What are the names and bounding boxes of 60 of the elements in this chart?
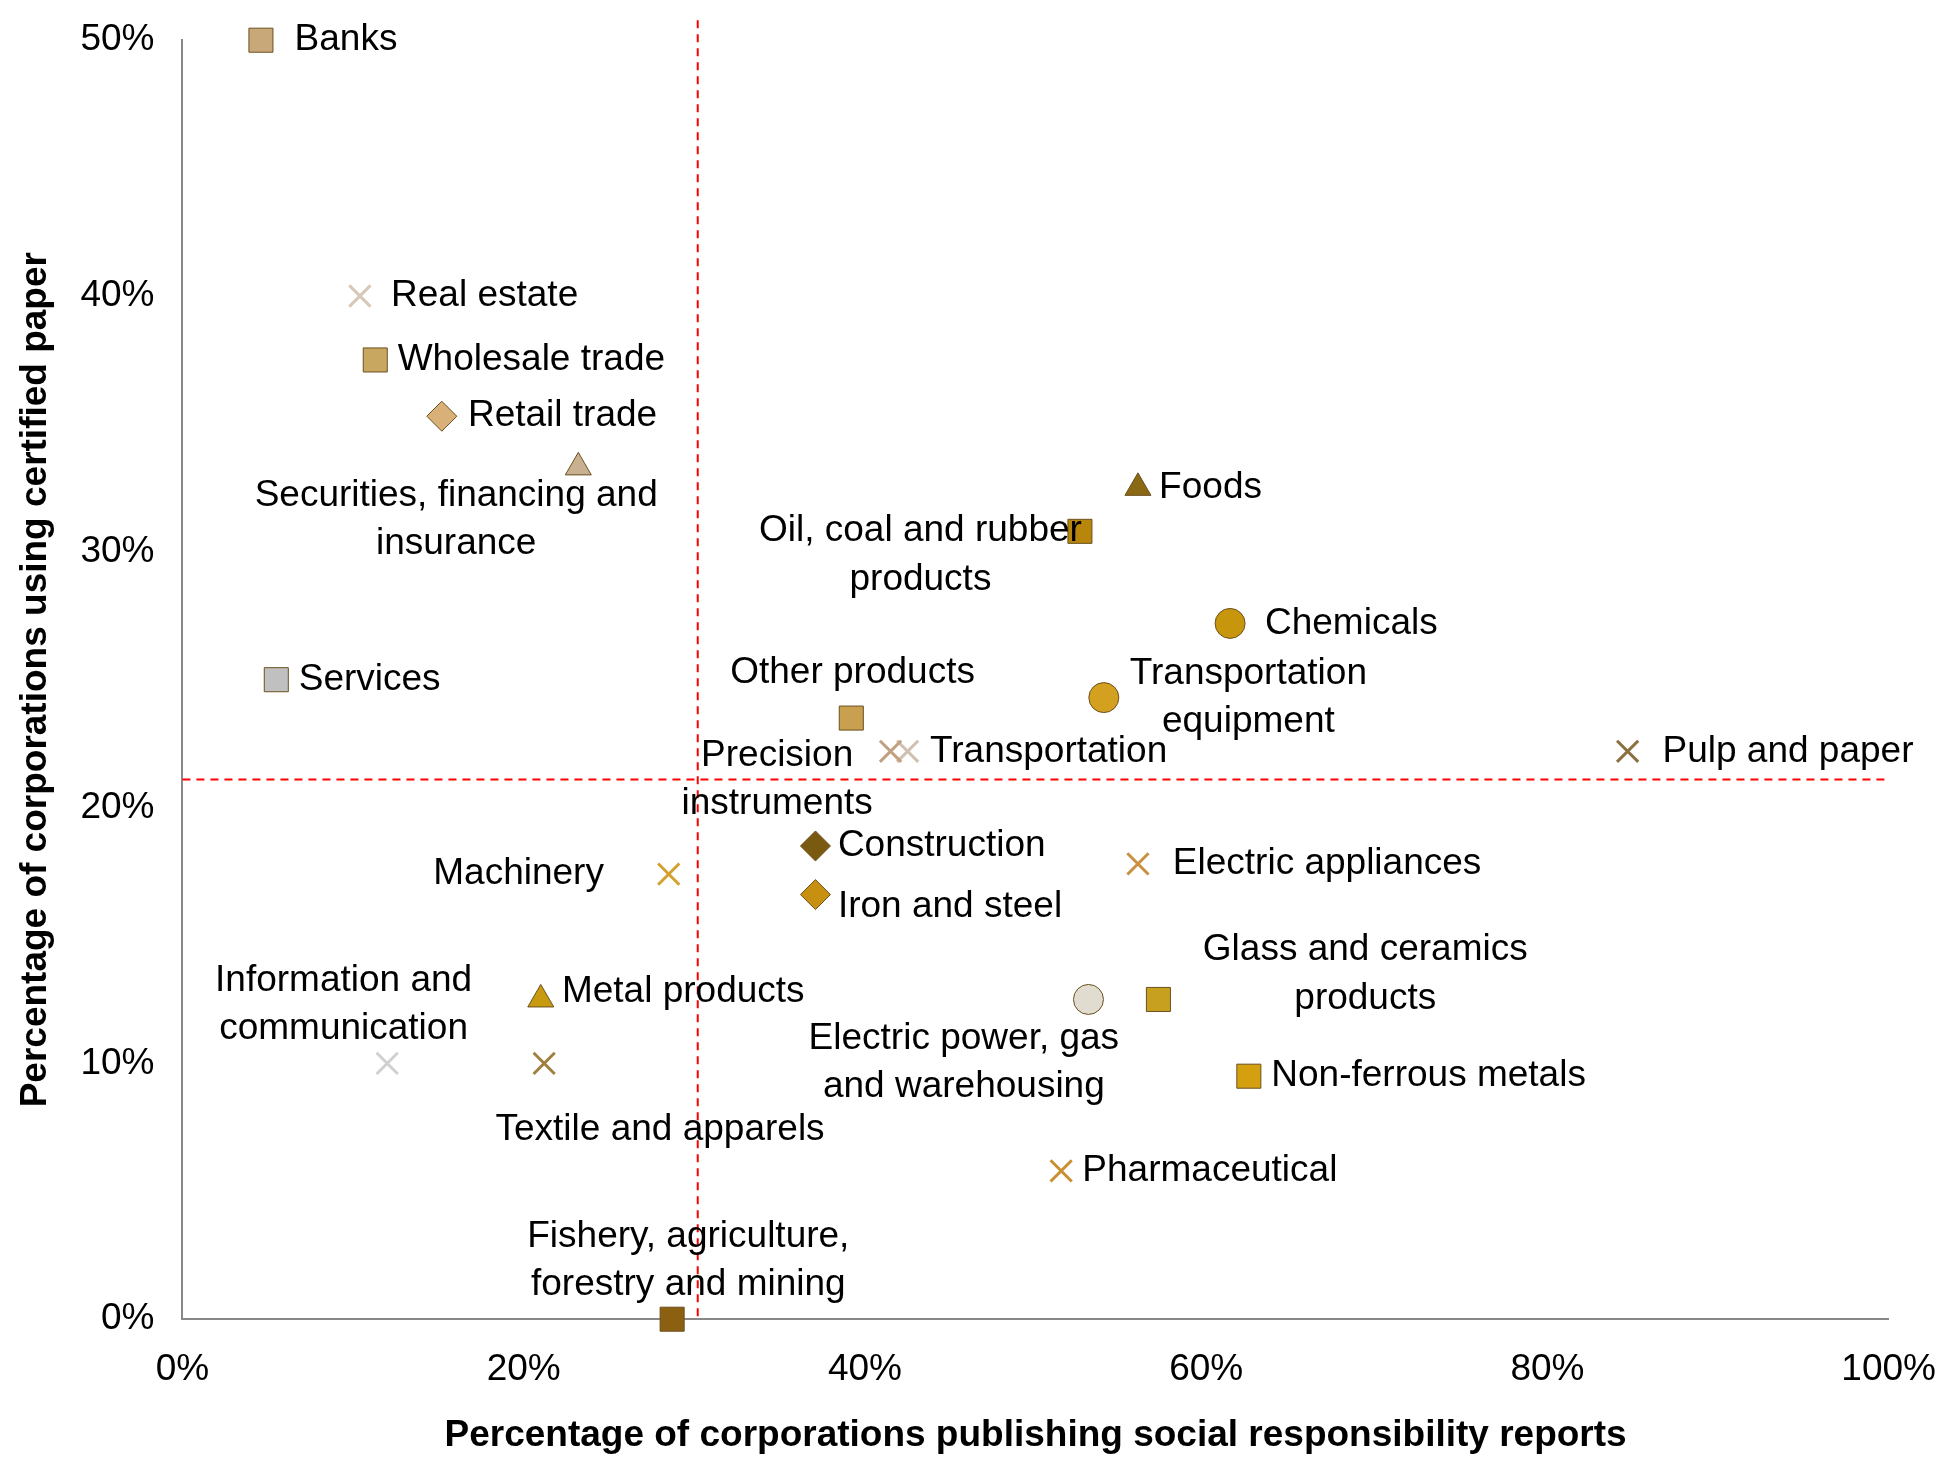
series-label: Foods — [1159, 465, 1262, 507]
point — [659, 1306, 685, 1332]
series-label: Non-ferrous metals — [1271, 1053, 1586, 1095]
point — [895, 739, 920, 764]
point — [362, 347, 388, 373]
y-tick-label: 40% — [80, 273, 155, 315]
series-label: Precision instruments — [681, 732, 873, 823]
series-label: Electric power, gas and warehousing — [808, 1015, 1120, 1106]
point — [263, 667, 289, 693]
series-label: Construction — [837, 823, 1046, 865]
series-label: Wholesale trade — [397, 337, 666, 379]
point — [878, 739, 903, 764]
series-label: Transportation equipment — [1129, 650, 1367, 741]
y-tick-label: 30% — [80, 529, 155, 570]
x-tick-label: 0% — [155, 1346, 210, 1388]
x-tick-label: 20% — [486, 1346, 561, 1388]
point — [799, 879, 831, 911]
point — [1615, 739, 1640, 764]
point — [1072, 983, 1104, 1015]
series-label: Information and communication — [215, 957, 473, 1048]
y-tick-label: 20% — [80, 784, 155, 826]
point — [248, 27, 274, 53]
series-label: Glass and ceramics products — [1202, 927, 1528, 1018]
series-label: Securities, financing and insurance — [254, 472, 658, 563]
point — [375, 1051, 400, 1076]
y-tick-label: 10% — [80, 1040, 155, 1082]
series-label: Machinery — [433, 851, 605, 893]
series-label: Pulp and paper — [1662, 728, 1914, 770]
point — [799, 830, 831, 862]
point — [1088, 682, 1120, 714]
point — [838, 705, 864, 731]
point — [532, 1051, 557, 1076]
series-label: Pharmaceutical — [1082, 1148, 1338, 1190]
y-tick-label: 50% — [80, 17, 155, 59]
point — [347, 283, 373, 309]
y-axis-title: Percentage of corporations using certified paper — [13, 252, 55, 1108]
series-label: Chemicals — [1264, 600, 1438, 642]
series-label: Metal products — [561, 969, 805, 1011]
series-label: Electric appliances — [1172, 841, 1482, 883]
point — [1214, 607, 1246, 639]
series-label: Other products — [730, 650, 975, 692]
point — [1236, 1063, 1262, 1089]
series-label: Retail trade — [467, 393, 658, 435]
x-axis-title: Percentage of corporations publishing social responsibility reports — [444, 1413, 1627, 1454]
series-label: Services — [298, 656, 441, 698]
series-label: Banks — [294, 17, 398, 59]
x-tick-label: 80% — [1510, 1346, 1585, 1388]
x-tick-label: 60% — [1169, 1346, 1244, 1388]
series-label: Real estate — [391, 273, 579, 315]
series-label: Textile and apparels — [495, 1106, 825, 1148]
point — [656, 862, 681, 887]
series-label: Iron and steel — [837, 884, 1063, 926]
point — [1145, 986, 1171, 1012]
x-tick-label: 40% — [827, 1346, 902, 1388]
y-tick-label: 0% — [100, 1296, 155, 1338]
point — [1049, 1158, 1074, 1183]
point — [426, 400, 458, 432]
x-tick-label: 100% — [1841, 1346, 1936, 1388]
series-label: Fishery, agriculture, forestry and mining — [527, 1213, 850, 1304]
point — [1125, 851, 1151, 876]
